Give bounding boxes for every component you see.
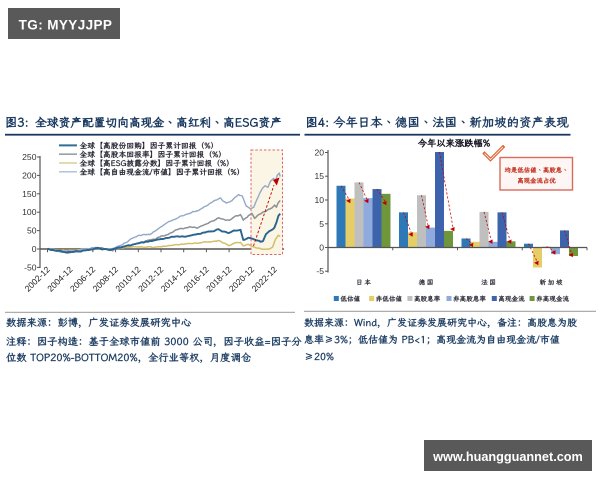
svg-text:10: 10	[314, 195, 324, 205]
svg-text:-50: -50	[24, 262, 37, 272]
svg-text:50: 50	[27, 226, 37, 236]
svg-text:250: 250	[22, 152, 37, 162]
svg-text:0: 0	[32, 244, 37, 254]
svg-text:20: 20	[314, 148, 324, 158]
svg-text:0: 0	[319, 243, 324, 253]
svg-text:15: 15	[314, 171, 324, 181]
svg-text:-5: -5	[316, 266, 324, 276]
svg-text:5: 5	[319, 219, 324, 229]
svg-text:100: 100	[22, 207, 37, 217]
svg-text:200: 200	[22, 170, 37, 180]
svg-text:150: 150	[22, 189, 37, 199]
svg-text:www.huangguannet.com: www.huangguannet.com	[432, 450, 583, 464]
svg-text:TG: MYYJJPP: TG: MYYJJPP	[19, 18, 113, 33]
